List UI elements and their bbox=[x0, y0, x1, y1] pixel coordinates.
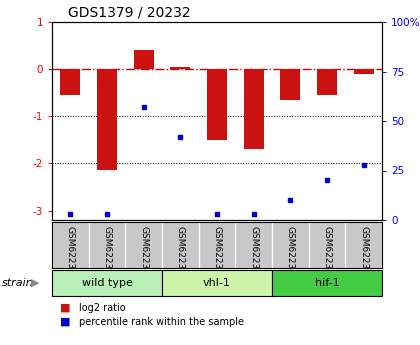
Bar bbox=[244, 69, 264, 149]
Bar bbox=[134, 50, 154, 69]
Text: GSM62234: GSM62234 bbox=[286, 226, 295, 275]
Bar bbox=[60, 69, 80, 95]
Text: vhl-1: vhl-1 bbox=[203, 278, 231, 288]
Text: log2 ratio: log2 ratio bbox=[79, 303, 126, 313]
Text: ▶: ▶ bbox=[31, 278, 39, 288]
Bar bbox=[272, 270, 382, 296]
Bar bbox=[97, 69, 117, 170]
Bar bbox=[207, 69, 227, 140]
Text: GSM62237: GSM62237 bbox=[139, 226, 148, 275]
Bar bbox=[52, 270, 162, 296]
Bar bbox=[317, 69, 337, 95]
Bar bbox=[162, 270, 272, 296]
Text: ■: ■ bbox=[60, 317, 71, 327]
Text: ■: ■ bbox=[60, 303, 71, 313]
Bar bbox=[170, 67, 190, 69]
Text: GDS1379 / 20232: GDS1379 / 20232 bbox=[68, 6, 191, 19]
Bar bbox=[354, 69, 374, 74]
Text: wild type: wild type bbox=[81, 278, 132, 288]
Text: GSM62232: GSM62232 bbox=[176, 226, 185, 275]
Bar bbox=[280, 69, 300, 100]
Text: hif-1: hif-1 bbox=[315, 278, 339, 288]
Text: GSM62236: GSM62236 bbox=[102, 226, 111, 275]
Text: GSM62233: GSM62233 bbox=[213, 226, 221, 275]
Text: strain: strain bbox=[2, 278, 34, 288]
Text: GSM62235: GSM62235 bbox=[249, 226, 258, 275]
Text: GSM62238: GSM62238 bbox=[323, 226, 331, 275]
Text: GSM62239: GSM62239 bbox=[359, 226, 368, 275]
Text: percentile rank within the sample: percentile rank within the sample bbox=[79, 317, 244, 327]
Text: GSM62231: GSM62231 bbox=[66, 226, 75, 275]
